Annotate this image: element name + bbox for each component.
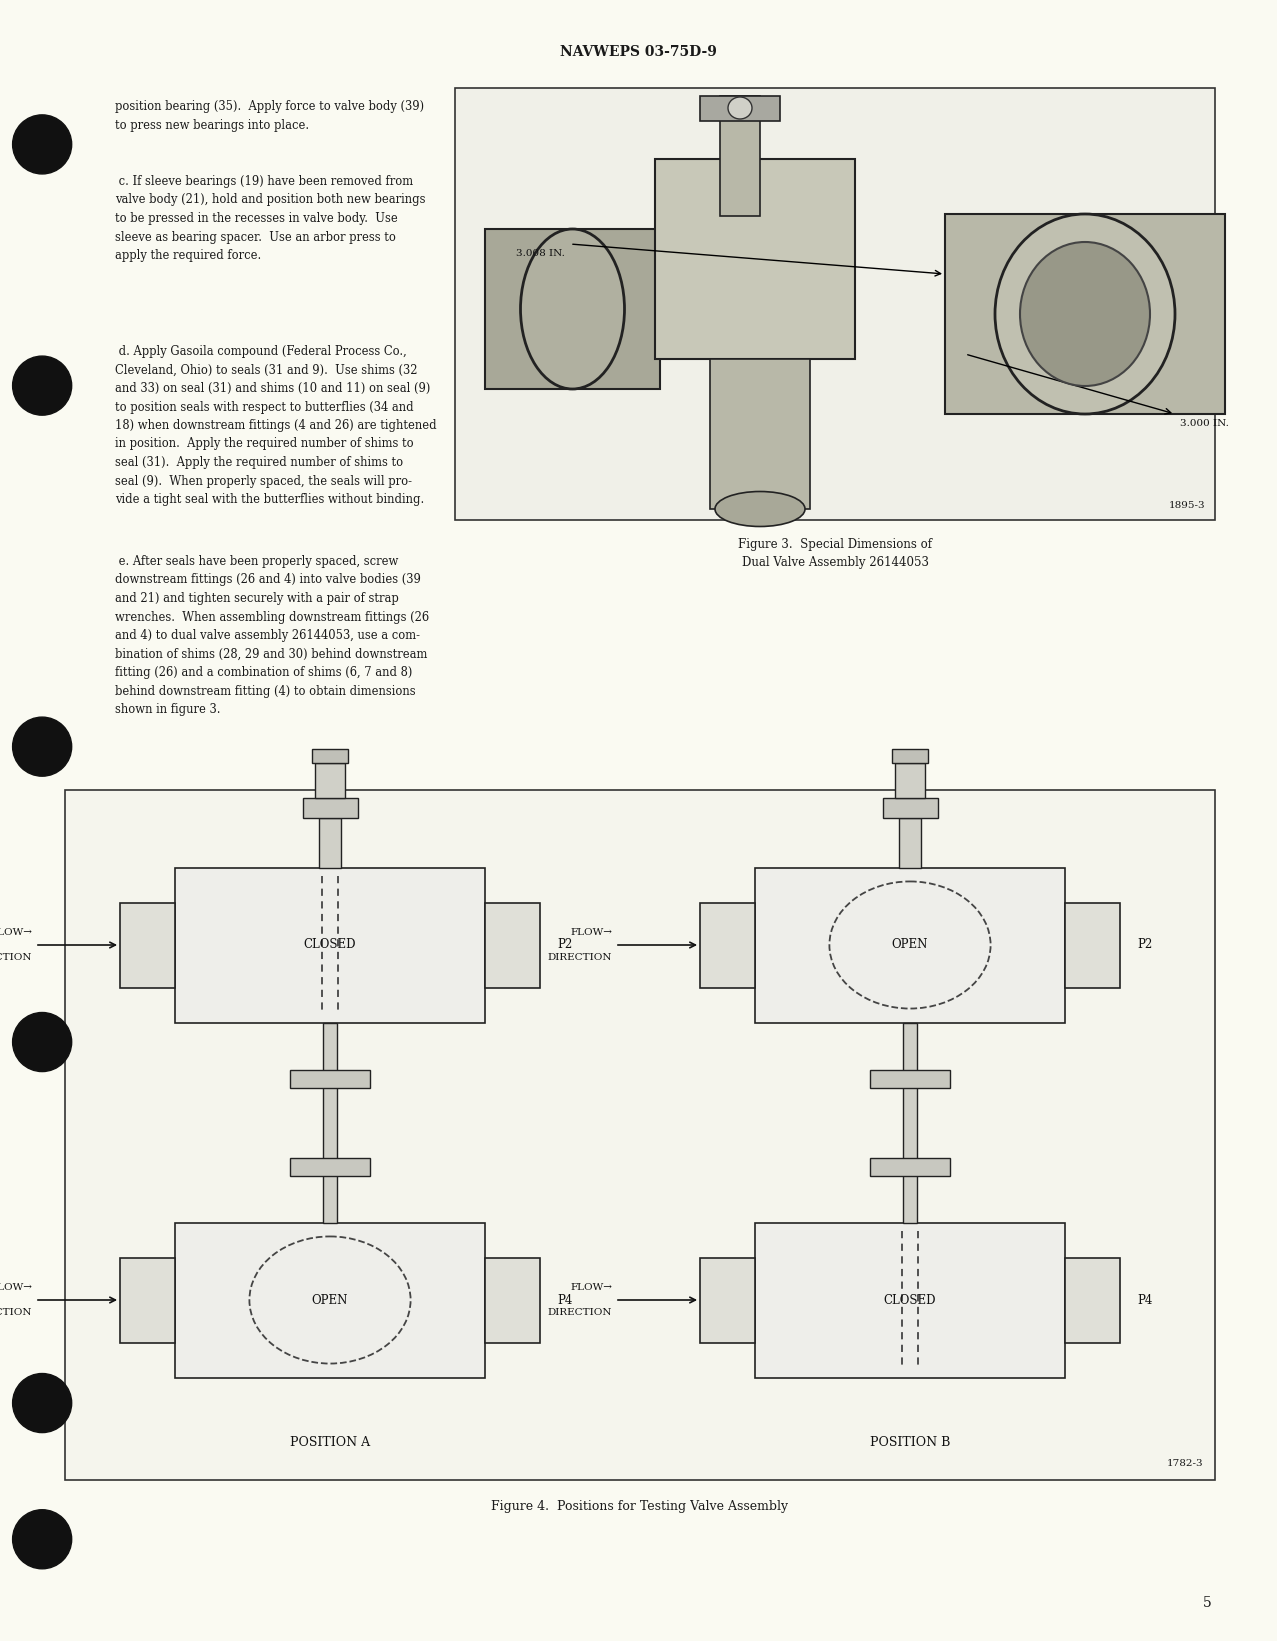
Bar	[120, 903, 175, 988]
Text: POSITION A: POSITION A	[290, 1436, 370, 1449]
Circle shape	[13, 1510, 72, 1569]
Text: Figure 4.  Positions for Testing Valve Assembly: Figure 4. Positions for Testing Valve As…	[492, 1500, 789, 1513]
Text: CLOSED: CLOSED	[884, 1293, 936, 1306]
Bar	[720, 97, 760, 217]
Bar	[945, 213, 1225, 414]
Circle shape	[13, 717, 72, 776]
Bar	[710, 359, 810, 509]
Ellipse shape	[995, 213, 1175, 414]
Bar	[870, 1157, 950, 1175]
Bar	[323, 1022, 337, 1223]
Bar	[175, 1223, 485, 1377]
Text: FLOW→: FLOW→	[570, 929, 612, 937]
Bar	[485, 903, 540, 988]
Bar	[1065, 1257, 1120, 1342]
Text: DIRECTION: DIRECTION	[548, 953, 612, 962]
Bar	[290, 1157, 370, 1175]
Bar	[700, 97, 780, 121]
Bar	[882, 798, 937, 817]
Ellipse shape	[1020, 241, 1151, 386]
Text: e. After seals have been properly spaced, screw
downstream fittings (26 and 4) i: e. After seals have been properly spaced…	[115, 555, 429, 715]
Circle shape	[13, 356, 72, 415]
Bar	[485, 230, 660, 389]
Text: P2: P2	[1138, 939, 1153, 952]
Circle shape	[13, 1374, 72, 1433]
Ellipse shape	[521, 230, 624, 389]
Circle shape	[13, 1012, 72, 1072]
Text: P1: P1	[720, 939, 736, 952]
Bar	[899, 817, 921, 868]
Bar	[120, 1257, 175, 1342]
Bar	[700, 903, 755, 988]
Bar	[319, 817, 341, 868]
Text: 3.000 IN.: 3.000 IN.	[1180, 418, 1228, 428]
Ellipse shape	[728, 97, 752, 120]
Bar	[312, 748, 349, 763]
Bar	[895, 763, 925, 798]
Text: OPEN: OPEN	[312, 1293, 349, 1306]
Text: P3: P3	[720, 1293, 736, 1306]
Text: P3: P3	[140, 1293, 156, 1306]
Text: FLOW→: FLOW→	[570, 1283, 612, 1291]
Circle shape	[13, 115, 72, 174]
Text: Figure 3.  Special Dimensions of
Dual Valve Assembly 26144053: Figure 3. Special Dimensions of Dual Val…	[738, 538, 932, 569]
Bar	[1065, 903, 1120, 988]
Text: CLOSED: CLOSED	[304, 939, 356, 952]
Text: DIRECTION: DIRECTION	[548, 1308, 612, 1318]
Bar	[175, 868, 485, 1022]
Bar	[755, 1223, 1065, 1377]
Text: FLOW→: FLOW→	[0, 1283, 32, 1291]
Text: P1: P1	[140, 939, 156, 952]
Text: 1782-3: 1782-3	[1166, 1459, 1203, 1469]
Bar	[65, 789, 1214, 1480]
Text: position bearing (35).  Apply force to valve body (39)
to press new bearings int: position bearing (35). Apply force to va…	[115, 100, 424, 131]
Bar	[903, 1022, 917, 1223]
Text: FLOW→: FLOW→	[0, 929, 32, 937]
Text: OPEN: OPEN	[891, 939, 928, 952]
Text: DIRECTION: DIRECTION	[0, 1308, 32, 1318]
Bar	[893, 748, 928, 763]
Text: c. If sleeve bearings (19) have been removed from
valve body (21), hold and posi: c. If sleeve bearings (19) have been rem…	[115, 176, 425, 263]
Text: 1895-3: 1895-3	[1168, 501, 1205, 510]
Bar	[315, 763, 345, 798]
Ellipse shape	[715, 492, 805, 527]
Bar	[455, 89, 1214, 520]
Text: 5: 5	[1203, 1597, 1212, 1610]
Text: P4: P4	[557, 1293, 572, 1306]
Bar	[303, 798, 358, 817]
Text: DIRECTION: DIRECTION	[0, 953, 32, 962]
Text: POSITION B: POSITION B	[870, 1436, 950, 1449]
Bar	[870, 1070, 950, 1088]
Text: NAVWEPS 03-75D-9: NAVWEPS 03-75D-9	[561, 44, 716, 59]
Bar	[700, 1257, 755, 1342]
Text: P4: P4	[1138, 1293, 1153, 1306]
Text: d. Apply Gasoila compound (Federal Process Co.,
Cleveland, Ohio) to seals (31 an: d. Apply Gasoila compound (Federal Proce…	[115, 345, 437, 505]
Text: 3.008 IN.: 3.008 IN.	[516, 249, 564, 258]
Bar	[485, 1257, 540, 1342]
Text: P2: P2	[557, 939, 572, 952]
Bar	[290, 1070, 370, 1088]
Bar	[755, 868, 1065, 1022]
Bar	[655, 159, 856, 359]
